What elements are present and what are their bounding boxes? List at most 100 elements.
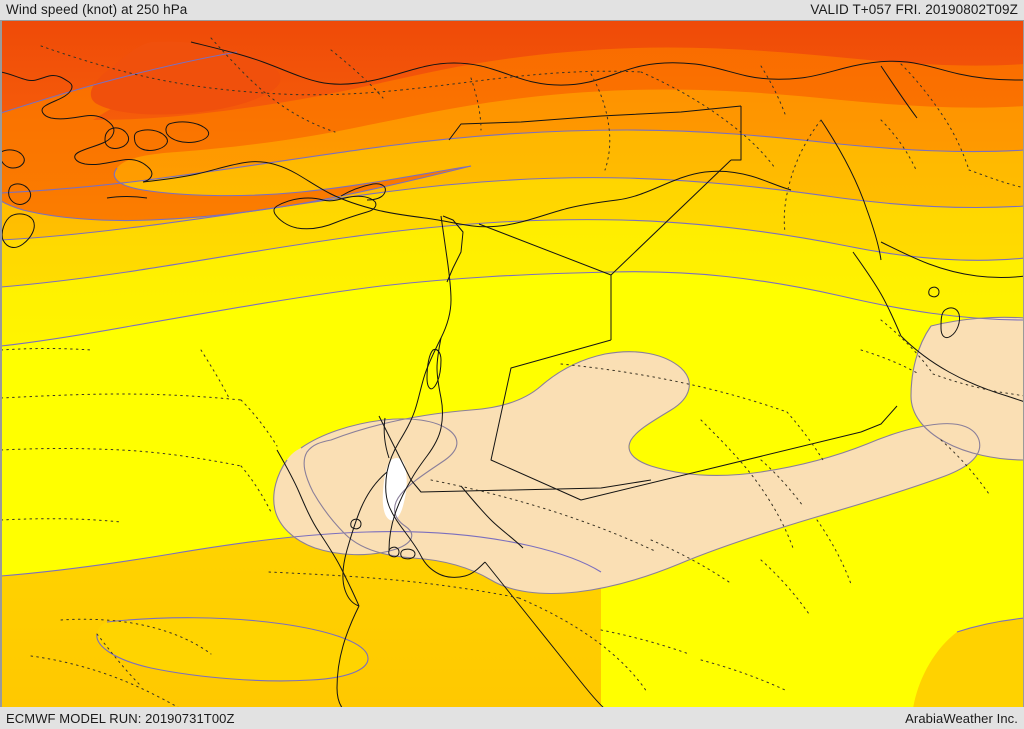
coastline-red-sea-east bbox=[484, 561, 604, 707]
feature-red-sea-island bbox=[400, 548, 416, 560]
internal-border bbox=[640, 71, 776, 169]
internal-border bbox=[96, 633, 142, 687]
internal-border bbox=[40, 45, 402, 96]
coastline-island bbox=[104, 127, 130, 149]
internal-border bbox=[590, 73, 611, 171]
wind-speed-contour-map bbox=[1, 20, 1023, 707]
contour-line bbox=[273, 418, 458, 556]
coastline-island bbox=[1, 149, 25, 169]
contour-line bbox=[96, 617, 369, 682]
coastline-levant bbox=[386, 215, 452, 473]
contour-line bbox=[1, 531, 602, 577]
internal-border bbox=[518, 597, 648, 693]
border-syria-iraq bbox=[610, 159, 732, 276]
coastline-red-sea-arabia bbox=[460, 485, 524, 549]
header-bar: Wind speed (knot) at 250 hPa VALID T+057… bbox=[0, 0, 1024, 20]
border-lebanon-syria bbox=[442, 215, 464, 283]
coastline-island bbox=[1, 213, 35, 248]
band-peach-sinai bbox=[273, 418, 457, 555]
internal-border bbox=[900, 63, 970, 171]
internal-border bbox=[816, 519, 852, 585]
band-gold-southeast bbox=[913, 618, 1023, 707]
map-border bbox=[1, 20, 1023, 707]
coastline-red-sea-west bbox=[336, 605, 360, 707]
border-jordan-saudi-line bbox=[378, 415, 412, 481]
contour-line bbox=[1, 165, 472, 222]
coastline-qatar bbox=[940, 307, 960, 339]
coastline-gulf-suez bbox=[342, 471, 388, 607]
coastline-turkey-south bbox=[142, 161, 792, 228]
internal-border bbox=[1, 393, 242, 401]
border-jordan-iraq-line bbox=[478, 223, 612, 276]
internal-border bbox=[880, 319, 934, 375]
coastline-black-sea bbox=[190, 41, 1023, 86]
border-syria-east bbox=[731, 106, 742, 161]
internal-border bbox=[700, 419, 794, 549]
coastline-island bbox=[133, 129, 168, 151]
internal-border bbox=[400, 70, 642, 91]
internal-border bbox=[600, 629, 690, 655]
contour-line bbox=[910, 325, 1023, 461]
band-peach-main bbox=[304, 351, 980, 594]
contour-line-layer bbox=[1, 51, 1023, 682]
feature-dead-sea bbox=[426, 349, 442, 390]
coastline-island bbox=[165, 121, 210, 143]
band-gold-lobe bbox=[96, 617, 368, 681]
internal-border bbox=[1, 348, 92, 351]
band-red-orange-tongue bbox=[90, 41, 281, 115]
map-canvas bbox=[0, 19, 1024, 708]
internal-border bbox=[880, 119, 918, 173]
coastline-bahrain bbox=[928, 286, 940, 298]
page-title: Wind speed (knot) at 250 hPa bbox=[6, 2, 188, 18]
coastline-crete bbox=[106, 196, 148, 199]
contour-line bbox=[956, 617, 1023, 633]
coastline-cyprus-cape bbox=[340, 183, 386, 201]
coastline-cyprus bbox=[273, 195, 377, 230]
internal-border bbox=[330, 49, 384, 99]
coastline-persian-gulf bbox=[880, 241, 1023, 278]
internal-border bbox=[860, 349, 920, 375]
valid-time-label: VALID T+057 FRI. 20190802T09Z bbox=[810, 2, 1018, 18]
footer-bar: ECMWF MODEL RUN: 20190731T00Z ArabiaWeat… bbox=[0, 707, 1024, 729]
coastline-aegean bbox=[1, 71, 153, 183]
contour-line bbox=[1, 177, 1023, 241]
coastline-sinai-west bbox=[385, 471, 422, 557]
feature-red-sea-island bbox=[388, 546, 400, 558]
border-negev bbox=[388, 479, 412, 551]
coastline-layer bbox=[1, 41, 1023, 707]
band-peach-northeast bbox=[998, 330, 1023, 380]
border-israel-jordan bbox=[410, 337, 443, 481]
border-syria-turkey bbox=[448, 105, 742, 141]
coastline-uae bbox=[900, 335, 1023, 402]
internal-border bbox=[968, 169, 1023, 189]
internal-border bbox=[240, 399, 278, 447]
contour-line bbox=[1, 51, 238, 114]
border-iraq-saudi bbox=[490, 339, 862, 501]
border-turkey-iran bbox=[880, 65, 918, 119]
coastline-suez-canal bbox=[383, 417, 390, 459]
internal-border bbox=[560, 363, 788, 413]
coastline-red-sea-egypt bbox=[276, 449, 360, 607]
contour-line bbox=[1, 271, 1023, 347]
internal-border bbox=[932, 373, 1023, 397]
model-run-label: ECMWF MODEL RUN: 20190731T00Z bbox=[6, 710, 235, 726]
contour-line bbox=[1, 219, 1023, 288]
coastline-gulf-arabia bbox=[852, 251, 902, 337]
provider-label: ArabiaWeather Inc. bbox=[905, 710, 1018, 726]
internal-border bbox=[760, 559, 810, 615]
internal-border bbox=[940, 439, 990, 495]
coastline-island bbox=[8, 183, 32, 205]
internal-border bbox=[1, 518, 122, 523]
contour-band-layer bbox=[1, 20, 1023, 707]
coastline-sinai-south bbox=[420, 555, 486, 578]
internal-border bbox=[430, 479, 658, 553]
internal-border bbox=[783, 119, 822, 233]
border-jordan-south bbox=[410, 479, 652, 493]
contour-line bbox=[1, 129, 1023, 194]
internal-border bbox=[30, 655, 179, 707]
border-kuwait bbox=[860, 405, 898, 433]
internal-border-layer bbox=[1, 37, 1023, 707]
feature-red-sea-island bbox=[350, 518, 362, 530]
contour-line bbox=[113, 165, 472, 197]
